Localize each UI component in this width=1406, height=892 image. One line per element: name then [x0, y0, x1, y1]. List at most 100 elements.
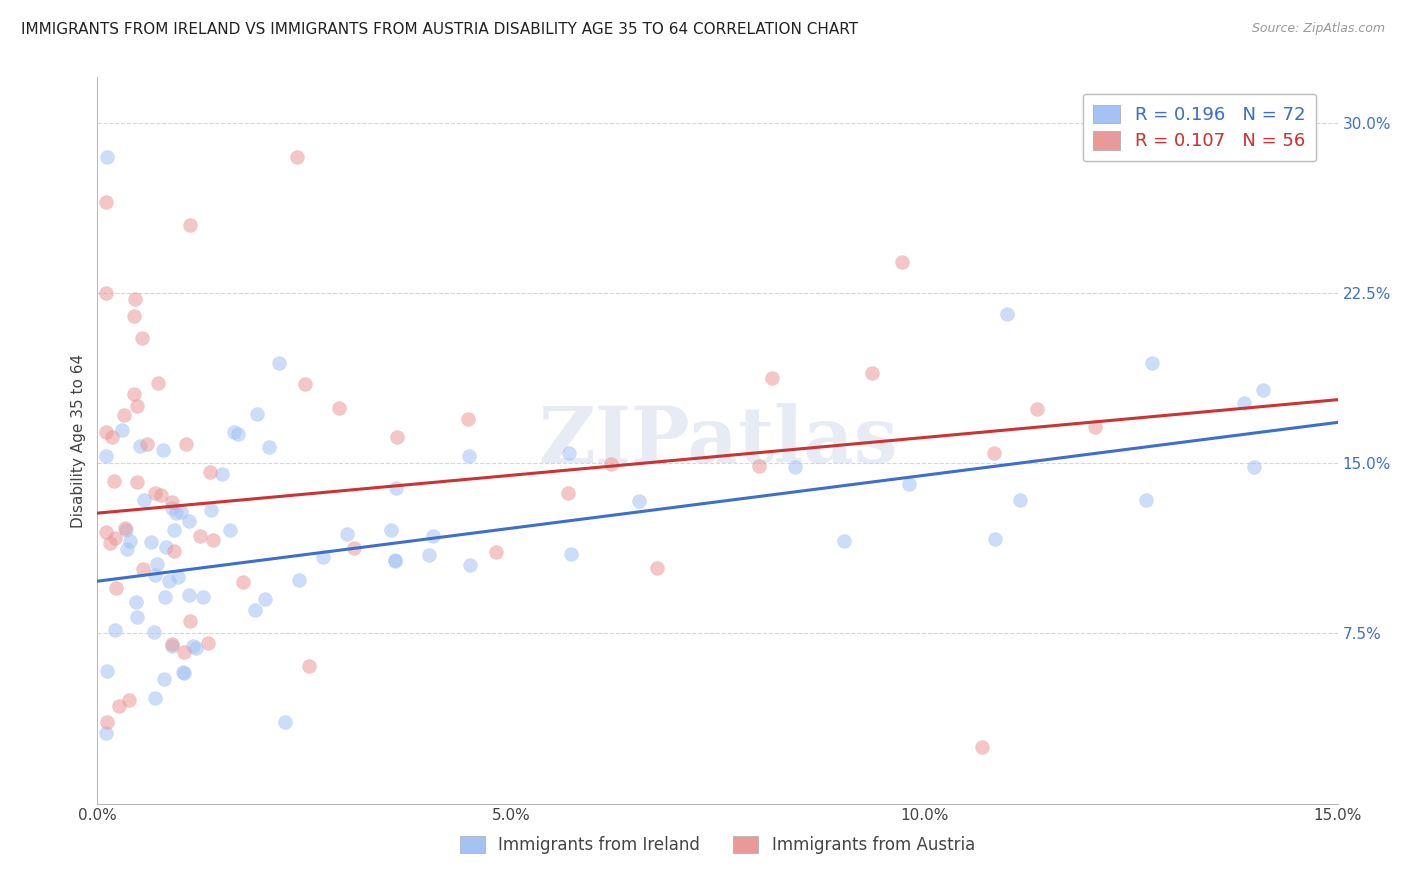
Point [1135, 493, 1157, 508]
Point [328, 401, 350, 416]
Point [1026, 401, 1049, 416]
Point [101, 430, 124, 444]
Point [143, 567, 166, 582]
Point [127, 609, 149, 624]
Point [118, 692, 141, 706]
Point [94, 449, 117, 463]
Point [485, 545, 508, 559]
Point [173, 645, 195, 659]
Point [111, 423, 134, 437]
Point [94, 525, 117, 540]
Text: ZIPatlas: ZIPatlas [537, 402, 897, 478]
Point [298, 658, 321, 673]
Point [201, 533, 224, 547]
Point [422, 529, 444, 543]
Point [152, 442, 174, 457]
Point [384, 553, 406, 567]
Point [146, 558, 169, 572]
Point [457, 411, 479, 425]
Point [285, 150, 308, 164]
Point [343, 541, 366, 556]
Point [267, 356, 290, 370]
Point [995, 307, 1018, 321]
Point [184, 641, 207, 656]
Point [141, 535, 163, 549]
Point [163, 544, 186, 558]
Point [162, 523, 184, 537]
Point [105, 581, 128, 595]
Point [160, 636, 183, 650]
Text: IMMIGRANTS FROM IRELAND VS IMMIGRANTS FROM AUSTRIA DISABILITY AGE 35 TO 64 CORRE: IMMIGRANTS FROM IRELAND VS IMMIGRANTS FR… [21, 22, 858, 37]
Point [1008, 493, 1031, 508]
Point [385, 481, 408, 495]
Point [108, 699, 131, 714]
Point [418, 549, 440, 563]
Point [160, 639, 183, 653]
Point [142, 625, 165, 640]
Point [179, 218, 201, 232]
Point [1243, 459, 1265, 474]
Point [131, 331, 153, 345]
Point [458, 450, 481, 464]
Point [122, 386, 145, 401]
Point [125, 595, 148, 609]
Point [228, 427, 250, 442]
Point [166, 570, 188, 584]
Point [232, 575, 254, 590]
Point [160, 501, 183, 516]
Point [1251, 383, 1274, 397]
Point [103, 474, 125, 488]
Point [384, 554, 406, 568]
Point [253, 592, 276, 607]
Point [172, 665, 194, 679]
Point [1140, 356, 1163, 370]
Point [983, 446, 1005, 460]
Point [312, 550, 335, 565]
Point [200, 465, 222, 479]
Point [274, 714, 297, 729]
Point [1084, 420, 1107, 434]
Point [104, 531, 127, 545]
Point [181, 639, 204, 653]
Point [124, 292, 146, 306]
Point [112, 408, 135, 422]
Point [219, 524, 242, 538]
Point [157, 574, 180, 588]
Point [136, 436, 159, 450]
Text: Source: ZipAtlas.com: Source: ZipAtlas.com [1251, 22, 1385, 36]
Point [984, 533, 1007, 547]
Point [94, 195, 117, 210]
Point [458, 558, 481, 572]
Legend: R = 0.196   N = 72, R = 0.107   N = 56: R = 0.196 N = 72, R = 0.107 N = 56 [1083, 94, 1316, 161]
Point [336, 526, 359, 541]
Point [153, 672, 176, 686]
Point [170, 505, 193, 519]
Point [832, 534, 855, 549]
Point [100, 535, 122, 549]
Point [557, 486, 579, 500]
Point [897, 476, 920, 491]
Point [259, 441, 281, 455]
Point [94, 726, 117, 740]
Point [96, 714, 118, 729]
Point [94, 286, 117, 301]
Point [124, 309, 146, 323]
Point [149, 488, 172, 502]
Point [600, 457, 623, 471]
Point [96, 664, 118, 678]
Point [132, 562, 155, 576]
Point [628, 493, 651, 508]
Point [211, 467, 233, 482]
Point [558, 446, 581, 460]
Point [115, 541, 138, 556]
Point [127, 399, 149, 413]
Point [96, 150, 118, 164]
Point [288, 573, 311, 587]
Point [191, 591, 214, 605]
Point [125, 475, 148, 489]
Point [970, 739, 993, 754]
Point [179, 588, 201, 602]
Point [179, 614, 201, 628]
Point [173, 666, 195, 681]
Point [155, 540, 177, 554]
